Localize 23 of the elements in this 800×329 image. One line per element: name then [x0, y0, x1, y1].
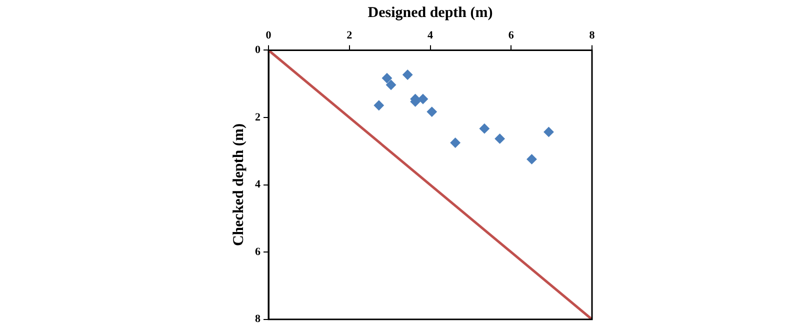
point: [494, 134, 505, 144]
x-tick-label: 2: [346, 29, 353, 42]
point: [382, 73, 392, 84]
y-tick-label: 0: [255, 44, 261, 56]
point: [386, 80, 396, 90]
y-tick-label: 8: [255, 313, 261, 326]
x-tick-label: 0: [266, 29, 272, 42]
point: [450, 138, 460, 148]
point: [418, 94, 428, 104]
x-tick-label: 6: [508, 29, 514, 42]
point: [526, 154, 537, 164]
y-tick-label: 6: [255, 246, 261, 258]
x-tick-label: 4: [428, 29, 434, 42]
point: [374, 100, 384, 110]
y-axis-title: Checked depth (m): [230, 124, 247, 246]
point: [402, 70, 413, 80]
x-axis-title: Designed depth (m): [368, 4, 493, 21]
point: [426, 106, 437, 117]
x-tick-label: 8: [589, 29, 596, 42]
point: [479, 124, 490, 134]
y-tick-label: 2: [255, 111, 261, 124]
point: [544, 126, 554, 137]
y-tick-label: 4: [255, 178, 261, 191]
